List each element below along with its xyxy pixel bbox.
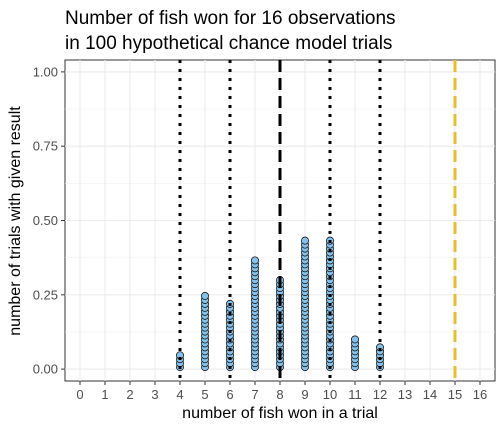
x-tick-label: 12 [373,387,387,402]
dot-x5 [201,292,209,300]
x-tick-label: 5 [201,387,208,402]
x-tick-label: 10 [323,387,337,402]
x-tick-label: 6 [226,387,233,402]
chart-title-line-2: in 100 hypothetical chance model trials [65,33,392,54]
chart-title-line-1: Number of fish won for 16 observations [65,8,396,29]
x-tick-label: 13 [398,387,412,402]
y-tick-label: 0.25 [33,287,58,302]
x-tick-label: 15 [448,387,462,402]
x-tick-label: 14 [423,387,437,402]
x-tick-label: 4 [176,387,183,402]
y-axis-title: number of trials with given result [7,106,24,336]
y-tick-label: 0.00 [33,362,58,377]
x-tick-label: 8 [276,387,283,402]
x-tick-label: 1 [101,387,108,402]
dot-x7 [251,256,259,265]
x-tick-label: 2 [126,387,133,402]
dot-stacks [176,236,384,372]
x-tick-label: 3 [151,387,158,402]
major-gridlines [65,60,495,381]
y-tick-label: 0.75 [33,139,58,154]
x-tick-label: 7 [251,387,258,402]
x-axis: 0 1 2 3 4 5 6 7 8 9 10 11 12 13 14 15 16 [76,381,487,402]
x-tick-label: 11 [348,387,362,402]
x-axis-title: number of fish won in a trial [182,405,378,422]
dot-x11 [351,335,359,344]
y-tick-label: 0.50 [33,213,58,228]
y-axis: 0.00 0.25 0.50 0.75 1.00 [33,64,65,377]
y-tick-label: 1.00 [33,64,58,79]
x-tick-label: 0 [76,387,83,402]
x-tick-label: 9 [301,387,308,402]
x-tick-label: 16 [473,387,487,402]
dot-x9 [301,236,309,245]
